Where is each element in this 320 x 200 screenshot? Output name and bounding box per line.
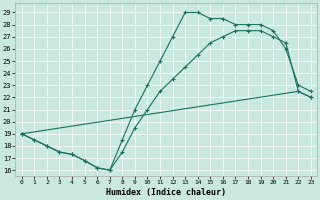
X-axis label: Humidex (Indice chaleur): Humidex (Indice chaleur) [106,188,226,197]
